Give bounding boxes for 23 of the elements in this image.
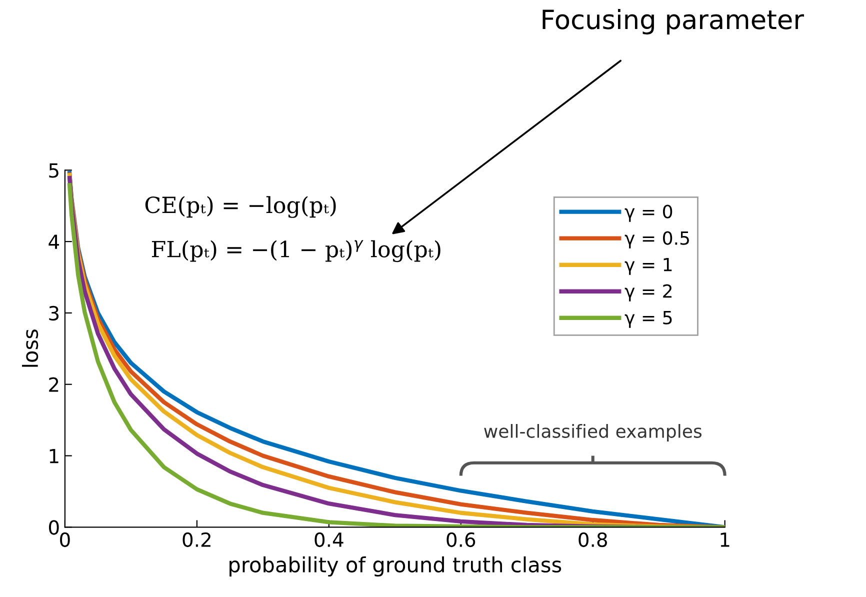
legend-label: γ = 0.5 [624,231,689,248]
x-axis-title: probability of ground truth class [230,556,562,577]
x-tick-label: 0 [60,532,70,548]
legend-label: γ = 1 [624,258,672,275]
x-tick-label: 0.8 [578,532,607,548]
y-tick-label: 3 [49,306,59,321]
legend-label: γ = 0 [624,204,672,222]
x-tick-label: 0.2 [182,532,210,548]
x-tick-label: 1 [720,532,730,547]
y-tick-label: 4 [48,234,59,249]
y-tick-label: 0 [49,520,59,535]
x-tick-label: 0.6 [446,532,476,548]
legend-label: γ = 2 [624,284,672,302]
y-tick-label: 1 [50,448,58,464]
annotation: well-classified examples [484,424,702,442]
y-tick-label: 5 [49,163,58,178]
y-axis-title: loss [22,330,38,367]
legend-label: γ = 5 [624,311,672,328]
annotation: CE(pₜ) = −log(pₜ) [145,196,336,218]
y-tick-label: 2 [49,377,58,392]
x-tick-label: 0.4 [314,532,344,548]
annotation: FL(pₜ) = −(1 − pₜ)$^{γ}$ log(pₜ) [152,240,440,262]
text: Focusing parameter [542,8,804,34]
